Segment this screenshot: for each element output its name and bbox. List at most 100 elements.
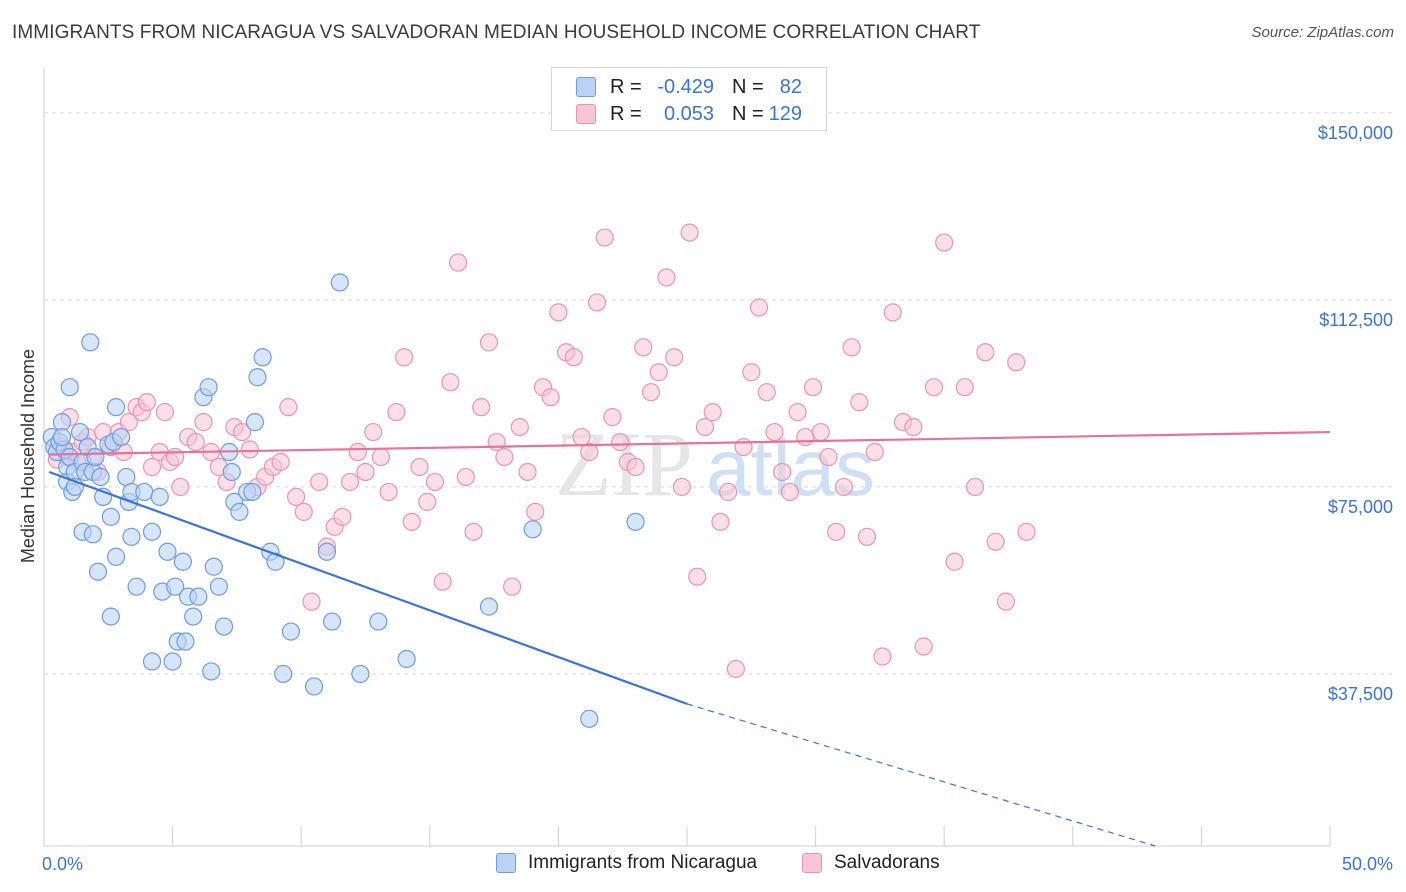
nicaragua-point bbox=[317, 542, 337, 561]
salvadoran-point bbox=[310, 472, 329, 492]
salvadoran-point bbox=[883, 303, 902, 322]
salvadoran-point bbox=[924, 378, 944, 397]
nicaragua-point bbox=[209, 577, 228, 596]
series-swatch-blue bbox=[496, 853, 516, 873]
nicaragua-point bbox=[176, 632, 195, 651]
salvadoran-point bbox=[587, 293, 607, 312]
nicaragua-point bbox=[142, 522, 162, 541]
nicaragua-point bbox=[122, 527, 141, 546]
salvadoran-point bbox=[641, 383, 661, 402]
salvadoran-point bbox=[240, 440, 259, 459]
salvadoran-point bbox=[672, 477, 691, 497]
nicaragua-point bbox=[142, 652, 162, 671]
nicaragua-point bbox=[281, 622, 301, 641]
nicaragua-point bbox=[106, 398, 126, 417]
salvadoran-point bbox=[665, 348, 684, 367]
x-tick-label-left: 0.0% bbox=[42, 854, 83, 874]
series-legend-nicaragua: Immigrants from Nicaragua bbox=[496, 852, 757, 874]
salvadoran-point bbox=[873, 647, 892, 666]
salvadoran-point bbox=[757, 383, 776, 402]
salvadoran-point bbox=[472, 398, 491, 417]
legend-row-salvadorans: R = 0.053 N = 129 bbox=[576, 101, 802, 127]
nicaragua-point bbox=[112, 427, 131, 447]
salvadoran-point bbox=[657, 268, 676, 287]
salvadoran-point bbox=[371, 447, 391, 467]
salvadoran-point bbox=[171, 477, 190, 497]
salvadoran-point bbox=[695, 417, 715, 437]
nicaragua-point bbox=[248, 368, 267, 387]
nicaragua-point bbox=[479, 597, 499, 616]
salvadoran-point bbox=[356, 462, 375, 482]
salvadoran-point bbox=[433, 572, 452, 591]
salvadoran-point bbox=[425, 472, 445, 492]
salvadoran-point bbox=[549, 303, 568, 322]
nicaragua-point bbox=[70, 422, 90, 442]
legend-r-value: 0.053 bbox=[663, 102, 714, 125]
salvadoran-point bbox=[626, 457, 645, 477]
series-label-nicaragua: Immigrants from Nicaragua bbox=[528, 852, 758, 873]
salvadoran-point bbox=[811, 422, 830, 442]
y-tick-label: $112,500 bbox=[1319, 310, 1393, 330]
salvadoran-point bbox=[649, 363, 668, 382]
nicaragua-point bbox=[523, 520, 542, 539]
nicaragua-point bbox=[81, 333, 100, 352]
salvadoran-point bbox=[510, 417, 529, 437]
nicaragua-point bbox=[101, 507, 120, 526]
nicaragua-trendline-extension bbox=[686, 703, 1156, 847]
nicaragua-point bbox=[202, 662, 221, 681]
salvadoran-point bbox=[572, 427, 591, 447]
nicaragua-point bbox=[330, 273, 349, 292]
salvadoran-point bbox=[976, 343, 995, 362]
nicaragua-point bbox=[91, 467, 110, 487]
nicaragua-point bbox=[230, 502, 249, 521]
salvadoran-point bbox=[564, 348, 583, 367]
nicaragua-point bbox=[214, 617, 234, 636]
salvadoran-point bbox=[788, 403, 807, 422]
salvadoran-point bbox=[142, 457, 162, 477]
salvadoran-point bbox=[503, 577, 522, 596]
nicaragua-points bbox=[42, 273, 645, 728]
nicaragua-point bbox=[101, 607, 120, 626]
salvadoran-point bbox=[726, 659, 745, 679]
nicaragua-point bbox=[199, 378, 218, 397]
salvadoran-point bbox=[580, 442, 599, 462]
salvadoran-point bbox=[518, 462, 537, 482]
salvadoran-point bbox=[904, 417, 923, 437]
salvadoran-point bbox=[796, 427, 815, 447]
salvadoran-point bbox=[634, 338, 653, 357]
nicaragua-point bbox=[304, 677, 324, 696]
salvadoran-point bbox=[137, 393, 156, 412]
nicaragua-point bbox=[83, 525, 102, 544]
nicaragua-point bbox=[166, 577, 185, 596]
salvadoran-point bbox=[611, 432, 630, 452]
chart-title: IMMIGRANTS FROM NICARAGUA VS SALVADORAN … bbox=[12, 22, 981, 43]
salvadoran-point bbox=[364, 422, 383, 442]
nicaragua-point bbox=[274, 664, 293, 684]
series-swatch-pink bbox=[802, 853, 822, 873]
nicaragua-point bbox=[163, 652, 182, 671]
salvadoran-point bbox=[749, 298, 769, 317]
legend-r-label: R = bbox=[610, 102, 642, 125]
salvadoran-point bbox=[780, 482, 799, 502]
y-tick-label: $150,000 bbox=[1318, 123, 1393, 143]
salvadoran-point bbox=[850, 393, 869, 412]
nicaragua-point bbox=[243, 482, 262, 502]
salvadoran-point bbox=[340, 472, 360, 492]
salvadoran-point bbox=[232, 422, 252, 442]
nicaragua-trendline bbox=[48, 470, 688, 705]
salvadoran-point bbox=[119, 413, 138, 432]
y-tick-labels: $37,500 $75,000 $112,500 $150,000 bbox=[1318, 123, 1393, 704]
y-tick-label: $37,500 bbox=[1328, 684, 1393, 704]
legend-n-label: N = bbox=[732, 75, 764, 98]
legend-r-value: -0.429 bbox=[657, 75, 714, 98]
nicaragua-point bbox=[184, 607, 203, 626]
salvadoran-point bbox=[914, 637, 933, 656]
salvadoran-point bbox=[394, 348, 414, 367]
nicaragua-point bbox=[397, 649, 416, 669]
nicaragua-point bbox=[351, 664, 370, 684]
nicaragua-point bbox=[322, 612, 342, 631]
salvadoran-point bbox=[773, 462, 792, 482]
x-tick-label-right: 50.0% bbox=[1342, 854, 1393, 874]
salvadoran-point bbox=[302, 592, 321, 611]
stats-legend: R = -0.429 N = 82 R = 0.053 N = 129 bbox=[551, 67, 827, 131]
